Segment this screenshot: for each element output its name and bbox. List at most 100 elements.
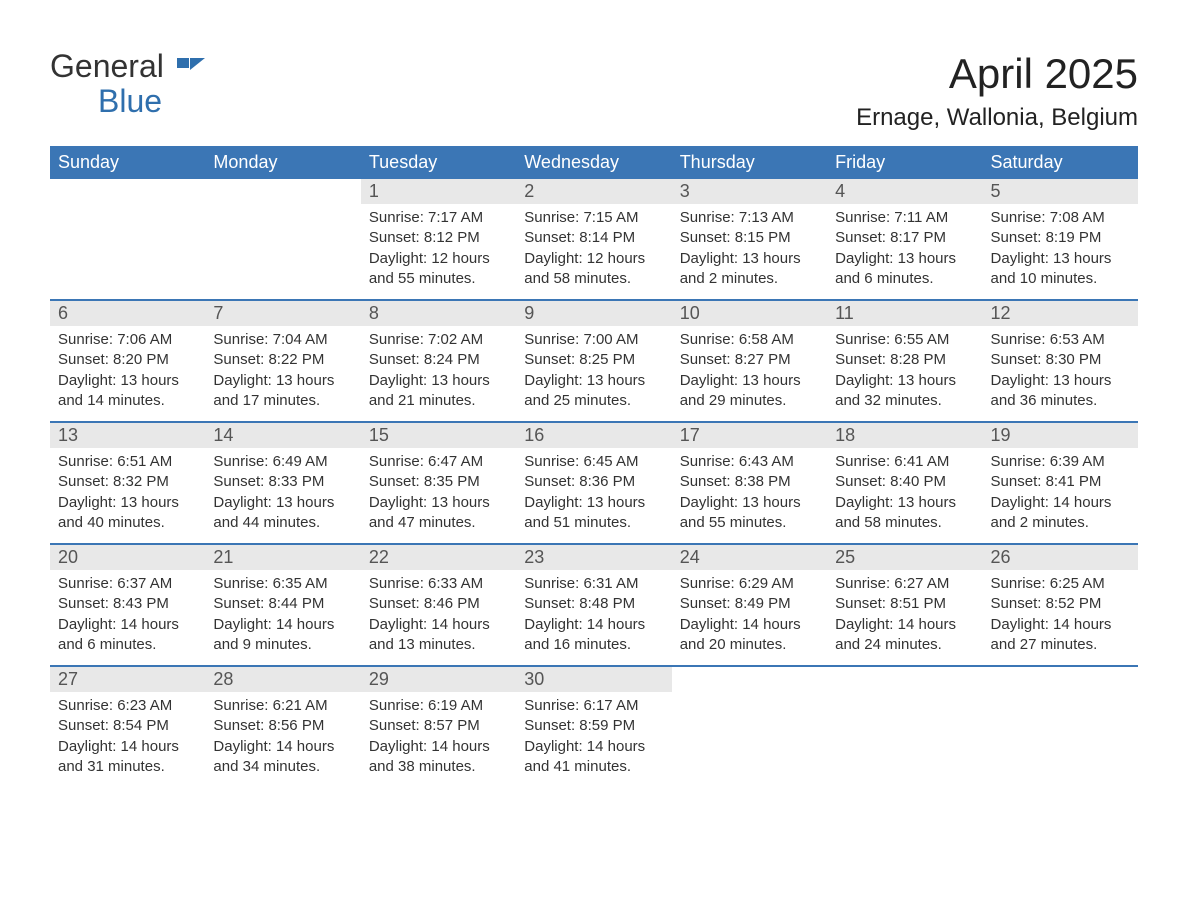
day-content: Sunrise: 6:45 AMSunset: 8:36 PMDaylight:… <box>516 448 671 541</box>
weekday-header-row: Sunday Monday Tuesday Wednesday Thursday… <box>50 146 1138 179</box>
day-cell: 22Sunrise: 6:33 AMSunset: 8:46 PMDayligh… <box>361 545 516 665</box>
day-cell: 25Sunrise: 6:27 AMSunset: 8:51 PMDayligh… <box>827 545 982 665</box>
sunset-text: Sunset: 8:35 PM <box>369 472 508 492</box>
day-number: 27 <box>50 667 205 692</box>
sunrise-text: Sunrise: 6:17 AM <box>524 696 663 716</box>
sunrise-text: Sunrise: 6:43 AM <box>680 452 819 472</box>
day-number: 10 <box>672 301 827 326</box>
day-cell: 13Sunrise: 6:51 AMSunset: 8:32 PMDayligh… <box>50 423 205 543</box>
day-number: 22 <box>361 545 516 570</box>
daylight-text: Daylight: 13 hours and 36 minutes. <box>991 371 1130 412</box>
sunrise-text: Sunrise: 7:08 AM <box>991 208 1130 228</box>
day-content: Sunrise: 7:00 AMSunset: 8:25 PMDaylight:… <box>516 326 671 419</box>
sunrise-text: Sunrise: 7:17 AM <box>369 208 508 228</box>
daylight-text: Daylight: 13 hours and 14 minutes. <box>58 371 197 412</box>
day-content <box>672 692 827 704</box>
day-content: Sunrise: 6:29 AMSunset: 8:49 PMDaylight:… <box>672 570 827 663</box>
sunrise-text: Sunrise: 6:55 AM <box>835 330 974 350</box>
sunset-text: Sunset: 8:52 PM <box>991 594 1130 614</box>
sunrise-text: Sunrise: 6:35 AM <box>213 574 352 594</box>
day-cell: 15Sunrise: 6:47 AMSunset: 8:35 PMDayligh… <box>361 423 516 543</box>
day-content: Sunrise: 7:04 AMSunset: 8:22 PMDaylight:… <box>205 326 360 419</box>
day-content: Sunrise: 6:41 AMSunset: 8:40 PMDaylight:… <box>827 448 982 541</box>
day-content: Sunrise: 7:13 AMSunset: 8:15 PMDaylight:… <box>672 204 827 297</box>
daylight-text: Daylight: 13 hours and 2 minutes. <box>680 249 819 290</box>
week-row: 20Sunrise: 6:37 AMSunset: 8:43 PMDayligh… <box>50 543 1138 665</box>
weekday-header: Sunday <box>50 146 205 179</box>
sunrise-text: Sunrise: 7:00 AM <box>524 330 663 350</box>
day-content: Sunrise: 6:37 AMSunset: 8:43 PMDaylight:… <box>50 570 205 663</box>
day-content: Sunrise: 6:23 AMSunset: 8:54 PMDaylight:… <box>50 692 205 785</box>
day-number: 25 <box>827 545 982 570</box>
sunrise-text: Sunrise: 6:27 AM <box>835 574 974 594</box>
day-content: Sunrise: 6:21 AMSunset: 8:56 PMDaylight:… <box>205 692 360 785</box>
day-number: 9 <box>516 301 671 326</box>
day-cell: 26Sunrise: 6:25 AMSunset: 8:52 PMDayligh… <box>983 545 1138 665</box>
sunrise-text: Sunrise: 6:47 AM <box>369 452 508 472</box>
daylight-text: Daylight: 14 hours and 34 minutes. <box>213 737 352 778</box>
daylight-text: Daylight: 13 hours and 44 minutes. <box>213 493 352 534</box>
day-number: 19 <box>983 423 1138 448</box>
day-content <box>827 692 982 704</box>
day-content: Sunrise: 7:06 AMSunset: 8:20 PMDaylight:… <box>50 326 205 419</box>
day-cell: 4Sunrise: 7:11 AMSunset: 8:17 PMDaylight… <box>827 179 982 299</box>
day-number: 29 <box>361 667 516 692</box>
sunset-text: Sunset: 8:57 PM <box>369 716 508 736</box>
logo-text-blue: Blue <box>98 85 205 117</box>
sunset-text: Sunset: 8:14 PM <box>524 228 663 248</box>
sunset-text: Sunset: 8:41 PM <box>991 472 1130 492</box>
week-row: 6Sunrise: 7:06 AMSunset: 8:20 PMDaylight… <box>50 299 1138 421</box>
daylight-text: Daylight: 14 hours and 31 minutes. <box>58 737 197 778</box>
day-content: Sunrise: 6:35 AMSunset: 8:44 PMDaylight:… <box>205 570 360 663</box>
day-content: Sunrise: 7:02 AMSunset: 8:24 PMDaylight:… <box>361 326 516 419</box>
daylight-text: Daylight: 14 hours and 41 minutes. <box>524 737 663 778</box>
daylight-text: Daylight: 13 hours and 17 minutes. <box>213 371 352 412</box>
day-number: 17 <box>672 423 827 448</box>
day-number: 6 <box>50 301 205 326</box>
sunset-text: Sunset: 8:19 PM <box>991 228 1130 248</box>
logo: General Blue <box>50 50 205 117</box>
day-cell: 5Sunrise: 7:08 AMSunset: 8:19 PMDaylight… <box>983 179 1138 299</box>
sunset-text: Sunset: 8:59 PM <box>524 716 663 736</box>
day-cell: 18Sunrise: 6:41 AMSunset: 8:40 PMDayligh… <box>827 423 982 543</box>
week-row: 27Sunrise: 6:23 AMSunset: 8:54 PMDayligh… <box>50 665 1138 787</box>
day-cell: 9Sunrise: 7:00 AMSunset: 8:25 PMDaylight… <box>516 301 671 421</box>
daylight-text: Daylight: 13 hours and 55 minutes. <box>680 493 819 534</box>
day-content: Sunrise: 6:58 AMSunset: 8:27 PMDaylight:… <box>672 326 827 419</box>
sunrise-text: Sunrise: 6:19 AM <box>369 696 508 716</box>
day-cell <box>205 179 360 299</box>
day-number: 13 <box>50 423 205 448</box>
sunrise-text: Sunrise: 7:02 AM <box>369 330 508 350</box>
sunrise-text: Sunrise: 7:11 AM <box>835 208 974 228</box>
sunrise-text: Sunrise: 6:25 AM <box>991 574 1130 594</box>
day-number: 8 <box>361 301 516 326</box>
daylight-text: Daylight: 14 hours and 20 minutes. <box>680 615 819 656</box>
day-cell: 2Sunrise: 7:15 AMSunset: 8:14 PMDaylight… <box>516 179 671 299</box>
page-header: General Blue April 2025 Ernage, Wallonia… <box>50 50 1138 132</box>
day-content: Sunrise: 6:27 AMSunset: 8:51 PMDaylight:… <box>827 570 982 663</box>
day-cell: 19Sunrise: 6:39 AMSunset: 8:41 PMDayligh… <box>983 423 1138 543</box>
daylight-text: Daylight: 13 hours and 47 minutes. <box>369 493 508 534</box>
sunrise-text: Sunrise: 6:39 AM <box>991 452 1130 472</box>
day-cell: 21Sunrise: 6:35 AMSunset: 8:44 PMDayligh… <box>205 545 360 665</box>
day-number: 3 <box>672 179 827 204</box>
weekday-header: Monday <box>205 146 360 179</box>
day-content: Sunrise: 6:49 AMSunset: 8:33 PMDaylight:… <box>205 448 360 541</box>
day-content: Sunrise: 6:25 AMSunset: 8:52 PMDaylight:… <box>983 570 1138 663</box>
daylight-text: Daylight: 13 hours and 6 minutes. <box>835 249 974 290</box>
daylight-text: Daylight: 13 hours and 51 minutes. <box>524 493 663 534</box>
day-cell: 8Sunrise: 7:02 AMSunset: 8:24 PMDaylight… <box>361 301 516 421</box>
day-cell: 24Sunrise: 6:29 AMSunset: 8:49 PMDayligh… <box>672 545 827 665</box>
weekday-header: Tuesday <box>361 146 516 179</box>
day-cell <box>827 667 982 787</box>
day-number: 14 <box>205 423 360 448</box>
day-number: 11 <box>827 301 982 326</box>
sunrise-text: Sunrise: 6:53 AM <box>991 330 1130 350</box>
sunset-text: Sunset: 8:28 PM <box>835 350 974 370</box>
day-cell: 17Sunrise: 6:43 AMSunset: 8:38 PMDayligh… <box>672 423 827 543</box>
day-number: 24 <box>672 545 827 570</box>
daylight-text: Daylight: 14 hours and 24 minutes. <box>835 615 974 656</box>
sunrise-text: Sunrise: 7:06 AM <box>58 330 197 350</box>
daylight-text: Daylight: 13 hours and 10 minutes. <box>991 249 1130 290</box>
sunset-text: Sunset: 8:54 PM <box>58 716 197 736</box>
